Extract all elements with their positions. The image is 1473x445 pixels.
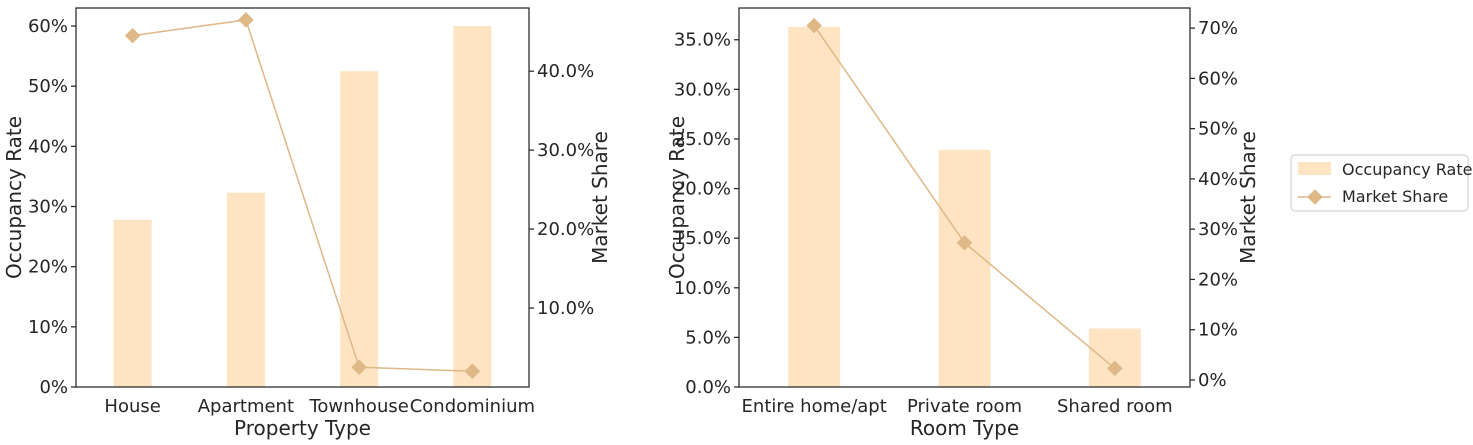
market-share-point [124,27,141,44]
y-tick-label: 0% [39,377,68,398]
y-tick-label: 60% [28,16,68,37]
legend-marker-market-share [1307,189,1323,205]
legend: Occupancy Rate Market Share [1290,154,1472,212]
legend-frame [1290,154,1469,212]
y-tick-label: 25.0% [674,129,731,150]
market-share-point [1107,360,1123,377]
y-tick-label: 15.0% [674,228,731,249]
axes-frame [75,7,530,388]
bar-condominium [453,26,492,388]
x-tick-label: House [104,396,160,417]
x-tick-label: Townhouse [308,396,408,417]
chart-property-type: 0% 10% 20% 30% 40% 50% 60% 10.0% 20.0% 30.0% 40.0%… [2,7,612,440]
x-tick-label: Condominium [410,396,535,417]
bar-private-room [938,149,991,387]
y-tick-label: 10.0% [674,278,731,299]
bar-entire-home-apt [788,26,841,387]
y-tick-label: 10% [28,317,68,338]
bar-house [113,219,152,387]
legend-swatch-occupancy [1298,162,1331,175]
x-tick-label: Private room [907,396,1022,417]
legend-label-market-share: Market Share [1342,187,1448,206]
axes-frame [738,7,1191,388]
y-axis-label: Occupancy Rate [2,116,26,279]
y2-tick-label: 40% [1198,169,1238,190]
y-tick-label: 20% [28,257,68,278]
y-tick-label: 35.0% [674,30,731,51]
y-tick-label: 30% [28,197,68,218]
x-tick-label: Entire home/apt [742,396,887,417]
bar-shared-room [1088,328,1141,387]
y2-tick-label: 20% [1198,269,1238,290]
bar-apartment [226,192,265,387]
y2-tick-label: 10.0% [537,298,594,319]
y2-tick-label: 60% [1198,68,1238,89]
y2-tick-label: 30.0% [537,140,594,161]
y-tick-label: 30.0% [674,79,731,100]
y2-axis-label: Market Share [588,131,612,264]
x-tick-label: Shared room [1057,396,1173,417]
bar-townhouse [340,71,379,388]
y2-tick-label: 70% [1198,18,1238,39]
y-tick-label: 0.0% [685,377,731,398]
y-tick-label: 40% [28,136,68,157]
y2-tick-label: 40.0% [537,61,594,82]
y-tick-label: 5.0% [685,327,731,348]
y2-tick-label: 0% [1198,370,1227,391]
y2-tick-label: 30% [1198,219,1238,240]
legend-label-occupancy: Occupancy Rate [1342,160,1472,179]
y-tick-label: 20.0% [674,179,731,200]
y-axis-label: Occupancy Rate [665,116,689,279]
y2-tick-label: 20.0% [537,219,594,240]
y2-tick-label: 50% [1198,119,1238,140]
y-tick-label: 50% [28,76,68,97]
x-axis-label: Room Type [910,416,1019,440]
x-axis-label: Property Type [234,416,371,440]
market-share-line [132,19,473,372]
y2-tick-label: 10% [1198,320,1238,341]
chart-room-type: 0.0% 5.0% 10.0% 15.0% 20.0% 25.0% 30.0% 35.0% 0%… [665,7,1260,440]
y2-axis-label: Market Share [1236,131,1260,264]
x-tick-label: Apartment [198,396,294,417]
market-share-point [238,12,254,28]
market-share-point [956,234,973,251]
